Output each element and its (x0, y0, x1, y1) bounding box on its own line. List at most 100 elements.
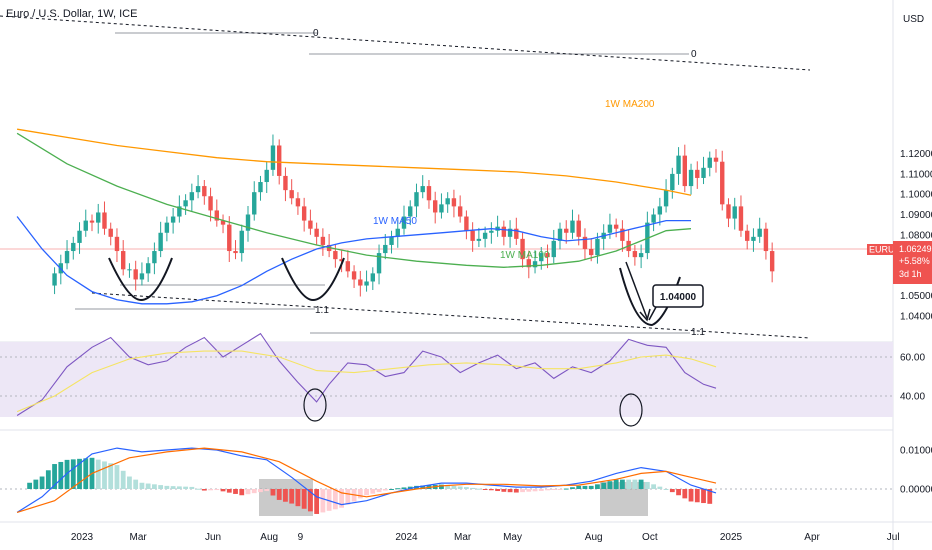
macd-histogram-bar (127, 476, 132, 489)
macd-histogram-bar (389, 489, 394, 490)
candle (108, 222, 113, 246)
macd-histogram-bar (451, 485, 457, 489)
candle (351, 265, 357, 288)
candle (726, 198, 731, 228)
price-axis[interactable]: 1.040001.050001.060001.070001.080001.090… (900, 149, 932, 322)
candle (183, 194, 188, 215)
time-tick-label: Jun (205, 532, 221, 543)
candle (133, 260, 138, 291)
macd-histogram-bar (152, 484, 157, 489)
currency-label: USD (903, 14, 924, 25)
candle (358, 270, 363, 297)
macd-histogram-bar (445, 485, 451, 489)
candle (170, 208, 176, 234)
projection-arrow-head (639, 308, 651, 322)
candle (345, 250, 351, 278)
candle (252, 181, 257, 221)
candle (670, 167, 675, 199)
target-callout[interactable]: 1.04000 (648, 284, 704, 321)
candle (757, 217, 762, 243)
price-tick-label: 1.12000 (900, 149, 932, 160)
macd-histogram-bar (214, 489, 220, 491)
candle (264, 161, 269, 193)
macd-histogram-bar (332, 489, 338, 510)
macd-histogram-bar (651, 484, 656, 489)
macd-histogram-bar (245, 489, 251, 495)
macd-histogram-bar (27, 482, 32, 489)
candle (564, 220, 569, 244)
candle (663, 179, 669, 213)
candle (688, 163, 694, 195)
macd-histogram-bar (251, 489, 257, 494)
macd-histogram-bar (620, 479, 625, 489)
candle (220, 214, 226, 234)
candle (283, 167, 288, 202)
macd-histogram-bar (83, 458, 89, 489)
candle (102, 201, 107, 235)
macd-histogram-bar (538, 489, 544, 491)
time-tick-label: Mar (130, 532, 148, 543)
candle (339, 250, 344, 273)
macd-histogram-bar (632, 479, 638, 489)
macd-histogram-bar (102, 461, 107, 489)
macd-histogram-bar (364, 489, 369, 496)
candle (451, 189, 457, 218)
candle (701, 156, 706, 185)
candle (52, 267, 57, 295)
macd-histogram-bar (258, 489, 263, 493)
macd-histogram-bar (532, 489, 538, 492)
candle (189, 183, 195, 212)
candle (557, 222, 563, 250)
macd-histogram-bar (676, 489, 681, 496)
macd-histogram-bar (688, 489, 694, 502)
candle (270, 134, 276, 176)
rsi-layer (16, 332, 717, 416)
candle (638, 244, 644, 269)
rsi-axis[interactable]: 40.00 60.00 (900, 353, 925, 403)
ma50-label: 1W MA50 (373, 216, 417, 227)
candle (308, 209, 313, 235)
macd-histogram-bar (669, 489, 675, 493)
candle (751, 228, 756, 252)
macd-histogram-bar (551, 489, 557, 490)
macd-histogram-bar (33, 479, 39, 489)
candle (239, 224, 244, 262)
macd-histogram-bar (195, 488, 201, 490)
candle (457, 195, 463, 223)
macd-histogram-bar (139, 482, 145, 489)
fib-zero-label-b: 0 (691, 49, 697, 60)
macd-histogram-bar (326, 489, 332, 511)
candle (289, 179, 294, 205)
candle (401, 205, 407, 235)
candle (245, 205, 251, 242)
candle (476, 227, 482, 247)
macd-histogram-bar (64, 459, 70, 489)
candle (433, 191, 438, 224)
macd-histogram-bar (370, 489, 376, 494)
macd-histogram-bar (476, 488, 482, 490)
macd-histogram-bar (183, 486, 188, 489)
macd-histogram-bar (58, 461, 64, 489)
candle (489, 222, 494, 244)
candle (164, 216, 170, 242)
time-axis[interactable]: 2023 Mar Jun Aug 9 2024 Mar May Aug Oct 2025 Apr Jul… (71, 532, 932, 543)
macd-histogram-bar (264, 489, 270, 492)
macd-histogram-bar (320, 489, 326, 513)
macd-histogram-bar (289, 489, 295, 504)
macd-histogram-bar (70, 459, 76, 489)
ma200-label: 1W MA200 (605, 99, 655, 110)
macd-histogram-bar (513, 489, 519, 493)
candle (208, 187, 213, 222)
macd-histogram-bar (626, 479, 632, 489)
ma100-label: 1W MA100 (500, 250, 550, 261)
candle (383, 233, 388, 260)
candle (720, 150, 725, 211)
macd-histogram-bar (158, 485, 164, 489)
candle (420, 175, 425, 199)
macd-histogram-bar (77, 458, 82, 489)
macd-histogram-bar (239, 489, 245, 496)
candle (320, 228, 326, 256)
